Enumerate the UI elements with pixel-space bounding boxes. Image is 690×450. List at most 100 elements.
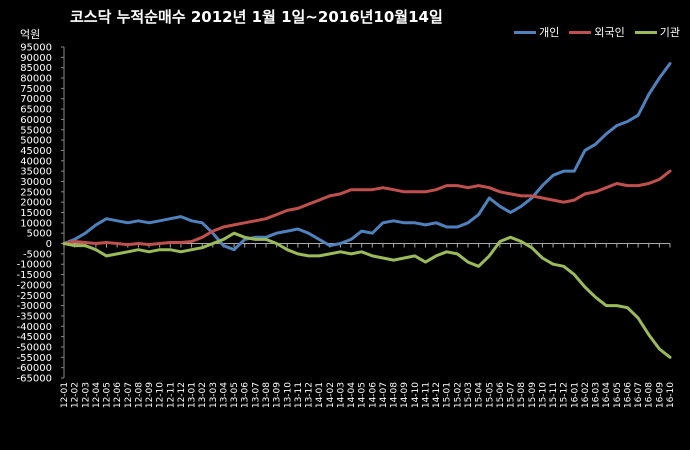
y-tick-label: 85000 xyxy=(20,63,52,74)
x-tick-label: 16-03 xyxy=(592,382,602,408)
x-tick-label: 13-04 xyxy=(219,382,229,408)
x-tick-label: 14-08 xyxy=(390,382,400,408)
y-tick-label: 50000 xyxy=(20,136,52,147)
legend-item-institution: 기관 xyxy=(634,24,680,40)
x-tick-label: 14-05 xyxy=(358,382,368,408)
y-tick-label: -60000 xyxy=(17,363,52,374)
x-tick-label: 16-01 xyxy=(570,382,580,408)
x-tick-label: 12-02 xyxy=(71,382,81,408)
x-tick-label: 14-02 xyxy=(326,382,336,408)
y-tick-label: -15000 xyxy=(17,270,52,281)
y-tick-label: 60000 xyxy=(20,115,52,126)
y-tick-label: -35000 xyxy=(17,311,52,322)
y-tick-label: -50000 xyxy=(17,342,52,353)
x-tick-label: 16-05 xyxy=(613,382,623,408)
y-tick-label: 70000 xyxy=(20,94,52,105)
y-tick-label: -65000 xyxy=(17,374,52,385)
x-tick-label: 12-05 xyxy=(103,382,113,408)
y-tick-label: 90000 xyxy=(20,53,52,64)
legend-label-institution: 기관 xyxy=(659,26,680,39)
x-tick-label: 12-12 xyxy=(177,382,187,408)
y-tick-label: 40000 xyxy=(20,156,52,167)
x-tick-label: 12-11 xyxy=(166,382,176,408)
chart-title: 코스닥 누적순매수 2012년 1월 1일~2016년10월14일 xyxy=(70,8,443,26)
legend-item-foreign: 외국인 xyxy=(569,24,625,40)
y-tick-label: 65000 xyxy=(20,105,52,116)
y-tick-label: -10000 xyxy=(17,260,52,271)
x-tick-label: 16-07 xyxy=(634,382,644,408)
y-tick-label: 75000 xyxy=(20,84,52,95)
x-tick-label: 14-04 xyxy=(347,382,357,408)
y-tick-label: 55000 xyxy=(20,125,52,136)
y-tick-label: 35000 xyxy=(20,167,52,178)
plot-area xyxy=(64,47,670,378)
x-tick-label: 15-10 xyxy=(538,382,548,408)
y-tick-label: -25000 xyxy=(17,291,52,302)
x-tick-label: 13-10 xyxy=(283,382,293,408)
x-tick-label: 13-09 xyxy=(273,382,283,408)
legend: 개인 외국인 기관 xyxy=(514,24,680,40)
y-tick-label: 80000 xyxy=(20,74,52,85)
x-tick-label: 13-03 xyxy=(209,382,219,408)
y-tick-label: 15000 xyxy=(20,208,52,219)
x-tick-label: 15-03 xyxy=(464,382,474,408)
x-tick-label: 16-08 xyxy=(645,382,655,408)
x-tick-label: 12-03 xyxy=(81,382,91,408)
x-tick-label: 15-02 xyxy=(453,382,463,408)
y-tick-label: 95000 xyxy=(20,43,52,54)
series-line-2 xyxy=(62,231,672,359)
y-tick-label: 45000 xyxy=(20,146,52,157)
x-tick-label: 15-11 xyxy=(549,382,559,408)
x-tick-label: 13-08 xyxy=(262,382,272,408)
y-tick-label: 25000 xyxy=(20,187,52,198)
x-tick-label: 12-09 xyxy=(145,382,155,408)
y-tick-label: 20000 xyxy=(20,198,52,209)
y-tick-label: -20000 xyxy=(17,280,52,291)
x-tick-label: 13-11 xyxy=(294,382,304,408)
x-tick-label: 12-10 xyxy=(156,382,166,408)
x-tick-label: 13-06 xyxy=(241,382,251,408)
y-tick-label: 30000 xyxy=(20,177,52,188)
x-tick-label: 16-02 xyxy=(581,382,591,408)
x-tick-label: 15-06 xyxy=(496,382,506,408)
x-tick-label: 12-06 xyxy=(113,382,123,408)
legend-swatch-individual xyxy=(514,30,537,34)
y-tick-label: -30000 xyxy=(17,301,52,312)
x-tick-label: 12-07 xyxy=(124,382,134,408)
x-tick-label: 16-10 xyxy=(666,382,676,408)
x-tick-label: 14-12 xyxy=(432,382,442,408)
series-line-0 xyxy=(62,62,672,252)
x-tick-label: 14-10 xyxy=(411,382,421,408)
x-tick-label: 14-07 xyxy=(379,382,389,408)
x-tick-label: 14-06 xyxy=(368,382,378,408)
x-tick-label: 15-09 xyxy=(528,382,538,408)
x-tick-label: 15-04 xyxy=(475,382,485,408)
y-axis-unit: 억원 xyxy=(20,28,41,41)
x-tick-label: 15-01 xyxy=(443,382,453,408)
x-tick-label: 15-05 xyxy=(485,382,495,408)
y-tick-label: 10000 xyxy=(20,218,52,229)
x-tick-label: 13-05 xyxy=(230,382,240,408)
x-tick-label: 14-09 xyxy=(400,382,410,408)
x-tick-label: 13-01 xyxy=(188,382,198,408)
x-tick-label: 14-03 xyxy=(336,382,346,408)
y-tick-label: -55000 xyxy=(17,353,52,364)
x-tick-label: 16-06 xyxy=(623,382,633,408)
legend-label-individual: 개인 xyxy=(539,26,560,39)
y-tick-label: 5000 xyxy=(27,229,52,240)
x-tick-label: 13-07 xyxy=(251,382,261,408)
x-tick-label: 15-08 xyxy=(517,382,527,408)
x-tick-label: 12-04 xyxy=(92,382,102,408)
x-tick-label: 15-12 xyxy=(560,382,570,408)
y-tick-label: -45000 xyxy=(17,332,52,343)
x-tick-label: 14-11 xyxy=(421,382,431,408)
legend-item-individual: 개인 xyxy=(514,24,559,40)
x-tick-label: 16-04 xyxy=(602,382,612,408)
x-tick-label: 13-12 xyxy=(305,382,315,408)
legend-label-foreign: 외국인 xyxy=(594,26,625,39)
legend-swatch-foreign xyxy=(569,30,592,34)
y-tick-label: 0 xyxy=(46,239,52,250)
y-tick-label: -40000 xyxy=(17,322,52,333)
legend-swatch-institution xyxy=(634,30,657,34)
